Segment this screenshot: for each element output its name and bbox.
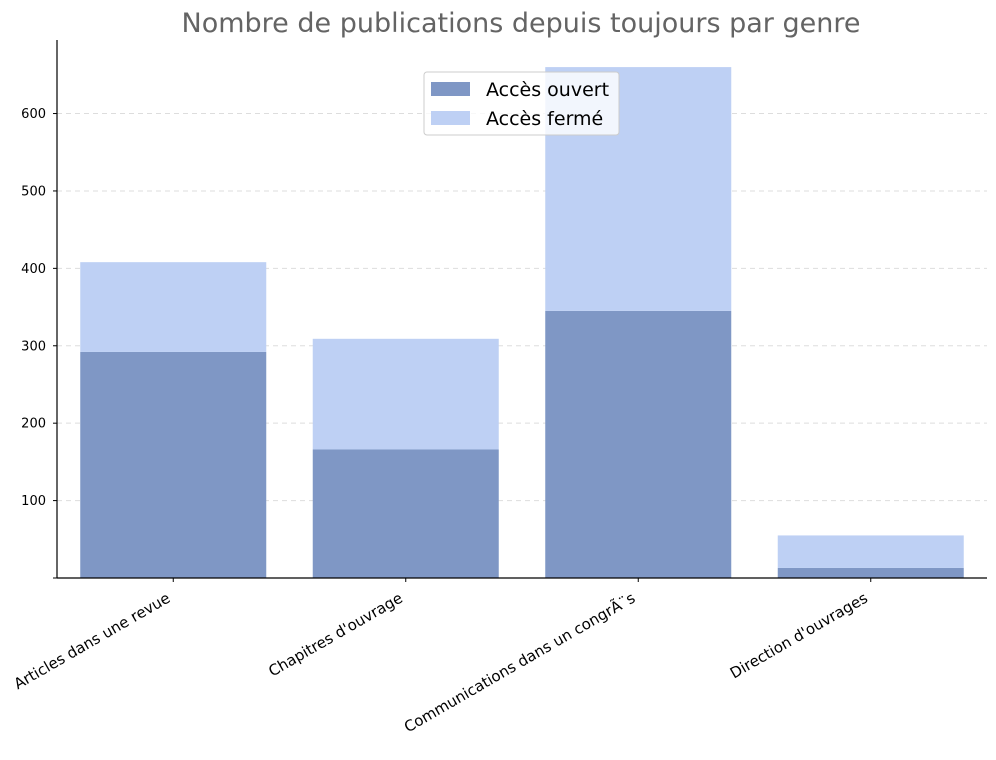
x-category-label: Communications dans un congrÃ¨s <box>400 588 638 736</box>
bar-closed-3 <box>777 535 964 568</box>
chart-title: Nombre de publications depuis toujours p… <box>182 8 861 39</box>
y-tick-label: 500 <box>21 184 46 199</box>
x-category-label: Direction d'ouvrages <box>727 589 871 683</box>
y-tick-label: 400 <box>21 262 46 277</box>
legend-box <box>423 71 620 136</box>
legend-label: Accès fermé <box>486 108 603 130</box>
bar-open-2 <box>545 310 732 578</box>
legend-swatch-0 <box>431 82 470 96</box>
x-category-label: Articles dans une revue <box>11 589 173 693</box>
bar-closed-0 <box>80 262 267 352</box>
y-tick-label: 600 <box>21 107 46 122</box>
legend-label: Accès ouvert <box>486 79 609 101</box>
legend: Accès ouvert Accès fermé <box>423 71 620 136</box>
bars-layer <box>80 67 964 578</box>
bar-open-3 <box>777 567 964 578</box>
y-tick-label: 200 <box>21 417 46 432</box>
y-tick-label: 300 <box>21 339 46 354</box>
legend-swatch-1 <box>431 111 470 125</box>
x-category-label: Chapitres d'ouvrage <box>265 589 405 680</box>
bar-open-1 <box>312 449 499 578</box>
bar-open-0 <box>80 351 267 578</box>
y-tick-label: 100 <box>21 494 46 509</box>
bar-closed-1 <box>312 338 499 450</box>
axes-layer <box>56 40 987 579</box>
